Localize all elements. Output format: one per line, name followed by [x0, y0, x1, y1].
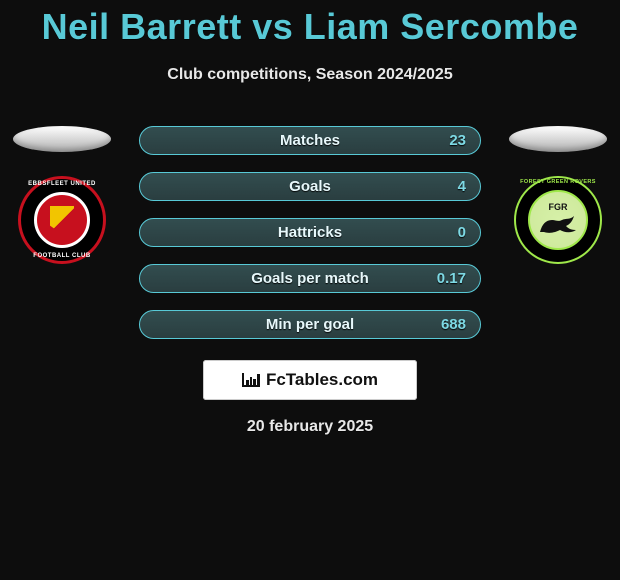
stats-list: Matches 23 Goals 4 Hattricks 0 Goals per…	[139, 126, 481, 339]
season-subtitle: Club competitions, Season 2024/2025	[0, 66, 620, 84]
player-left-column: EBBSFLEET UNITED FOOTBALL CLUB	[12, 126, 112, 264]
brand-text: FcTables.com	[266, 370, 378, 390]
stat-row-goals: Goals 4	[139, 172, 481, 201]
club-badge-right: FOREST GREEN ROVERS	[514, 176, 602, 264]
stat-value-right: 23	[449, 132, 466, 149]
brand-watermark: FcTables.com	[203, 360, 417, 400]
bar-chart-icon	[242, 373, 260, 387]
club-badge-left: EBBSFLEET UNITED FOOTBALL CLUB	[18, 176, 106, 264]
stat-label: Matches	[280, 132, 340, 149]
ebbsfleet-badge: EBBSFLEET UNITED FOOTBALL CLUB	[18, 176, 106, 264]
stat-label: Hattricks	[278, 224, 342, 241]
forest-green-badge: FOREST GREEN ROVERS	[514, 176, 602, 264]
stat-row-min-per-goal: Min per goal 688	[139, 310, 481, 339]
stat-label: Goals per match	[251, 270, 369, 287]
comparison-area: EBBSFLEET UNITED FOOTBALL CLUB FOREST GR…	[0, 126, 620, 184]
stat-value-right: 0	[458, 224, 466, 241]
stat-row-goals-per-match: Goals per match 0.17	[139, 264, 481, 293]
date-footer: 20 february 2025	[0, 418, 620, 436]
avatar-placeholder-left	[13, 126, 111, 152]
stat-label: Min per goal	[266, 316, 354, 333]
stat-row-matches: Matches 23	[139, 126, 481, 155]
stat-value-right: 4	[458, 178, 466, 195]
stat-value-right: 688	[441, 316, 466, 333]
stat-value-right: 0.17	[437, 270, 466, 287]
stat-label: Goals	[289, 178, 331, 195]
stat-row-hattricks: Hattricks 0	[139, 218, 481, 247]
player-right-column: FOREST GREEN ROVERS	[508, 126, 608, 264]
page-title: Neil Barrett vs Liam Sercombe	[0, 0, 620, 48]
lion-icon	[536, 210, 580, 236]
avatar-placeholder-right	[509, 126, 607, 152]
